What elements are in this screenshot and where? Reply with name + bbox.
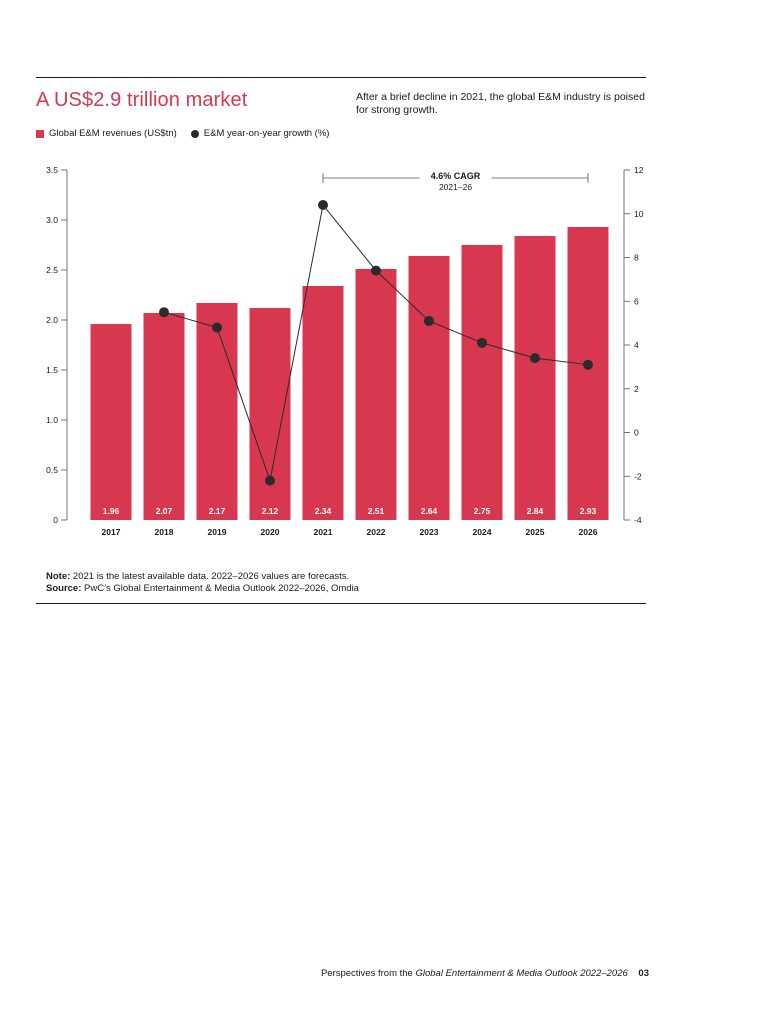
source-line: Source: PwC’s Global Entertainment & Med… [46,583,359,595]
revenue-growth-chart: 0 0.5 1.0 1.5 2.0 2.5 3.0 3.5 -4 -2 0 2 4 6 8 10 12 1.9… [46,165,644,537]
x-axis-tick-label: 2025 [526,527,545,537]
x-axis-tick-label: 2026 [579,527,598,537]
revenue-bar [249,308,291,520]
x-axis-tick-label: 2018 [155,527,174,537]
revenue-bar-label: 2.51 [368,506,385,516]
left-axis-tick-label: 1.0 [46,415,58,425]
growth-point [371,265,381,276]
x-axis-tick-label: 2023 [420,527,439,537]
revenue-bar-label: 2.07 [156,506,173,516]
right-axis-tick-label: 2 [634,384,639,394]
chart-subtitle: After a brief decline in 2021, the globa… [356,91,645,116]
growth-point [477,337,487,348]
growth-line-series [159,200,593,486]
revenue-bar-labels: 1.96 2.07 2.17 2.12 2.34 2.51 2.64 2.75 2.84 2.93 [103,506,597,516]
revenue-bar-label: 2.34 [315,506,332,516]
revenue-bars [90,227,609,520]
growth-point [318,200,328,210]
revenue-bar [514,236,556,520]
right-axis-tick-label: 10 [634,209,644,219]
right-axis-tick-label: 12 [634,165,644,175]
left-axis-tick-label: 2.0 [46,315,58,325]
left-axis-tick-label: 2.5 [46,265,58,275]
growth-point [265,475,275,486]
legend-label-growth: E&M year-on-year growth (%) [203,128,330,139]
footer-prefix: Perspectives from the [320,968,413,979]
x-axis-labels: 2017 2018 2019 2020 2021 2022 2023 2024 2025 2026 [102,527,598,537]
revenue-bar-label: 2.12 [262,506,279,516]
x-axis-tick-label: 2020 [261,527,280,537]
chart-legend: Global E&M revenues (US$tn) E&M year-on-… [36,128,343,139]
cagr-sublabel: 2021–26 [439,182,472,192]
revenue-bar [567,227,609,520]
x-axis-tick-label: 2021 [314,527,333,537]
note-line: Note: 2021 is the latest available data.… [46,571,359,583]
legend-swatch-revenues [36,129,44,138]
legend-label-revenues: Global E&M revenues (US$tn) [49,128,177,139]
left-axis-tick-label: 3.5 [46,165,58,175]
page-title: A US$2.9 trillion market [36,89,248,111]
right-axis-tick-label: 4 [634,340,639,350]
note-label: Note: [46,571,71,582]
x-axis-tick-label: 2017 [102,527,121,537]
revenue-bar [302,286,344,520]
right-axis-tick-label: -4 [634,515,642,525]
revenue-bar-label: 2.64 [421,506,438,516]
growth-point [159,307,169,318]
note-text: 2021 is the latest available data. 2022–… [72,571,350,582]
legend-item-growth: E&M year-on-year growth (%) [190,128,330,139]
revenue-bar-label: 2.17 [209,506,226,516]
left-axis-tick-label: 1.5 [46,365,58,375]
right-axis-tick-label: 0 [634,428,639,438]
revenue-bar [355,269,397,520]
revenue-bar-label: 2.84 [527,506,544,516]
source-label: Source: [46,583,82,594]
left-axis-tick-label: 0 [53,515,58,525]
right-axis-tick-label: 8 [634,253,639,263]
x-axis-tick-label: 2022 [367,527,386,537]
left-axis-tick-label: 3.0 [46,215,58,225]
legend-swatch-growth [190,129,199,138]
right-axis-tick-label: 6 [634,296,639,306]
source-text: PwC’s Global Entertainment & Media Outlo… [84,583,359,594]
cagr-label: 4.6% CAGR [431,171,481,181]
x-axis-tick-label: 2019 [208,527,227,537]
revenue-bar [196,303,238,520]
revenue-bar-label: 2.75 [474,506,491,516]
revenue-bar [90,324,132,520]
chart-notes: Note: 2021 is the latest available data.… [46,571,359,595]
revenue-bar-label: 2.93 [580,506,597,516]
bottom-rule [36,603,646,604]
footer-publication: Global Entertainment & Media Outlook 202… [415,968,628,979]
left-axis-tick-label: 0.5 [46,465,58,475]
x-axis-tick-label: 2024 [473,527,492,537]
growth-point [583,359,593,370]
revenue-bar [408,256,450,520]
revenue-bar [143,313,185,520]
top-rule [36,77,646,78]
legend-item-revenues: Global E&M revenues (US$tn) [36,128,177,139]
page-number: 03 [638,968,649,979]
revenue-bar [461,245,503,520]
growth-point [212,322,222,333]
growth-point [530,353,540,364]
page-footer: Perspectives from the Global Entertainme… [321,968,649,979]
right-axis-tick-label: -2 [634,471,642,481]
left-y-axis: 0 0.5 1.0 1.5 2.0 2.5 3.0 3.5 [46,165,68,525]
right-y-axis: -4 -2 0 2 4 6 8 10 12 [623,165,644,525]
revenue-bar-label: 1.96 [103,506,120,516]
growth-point [424,315,434,326]
